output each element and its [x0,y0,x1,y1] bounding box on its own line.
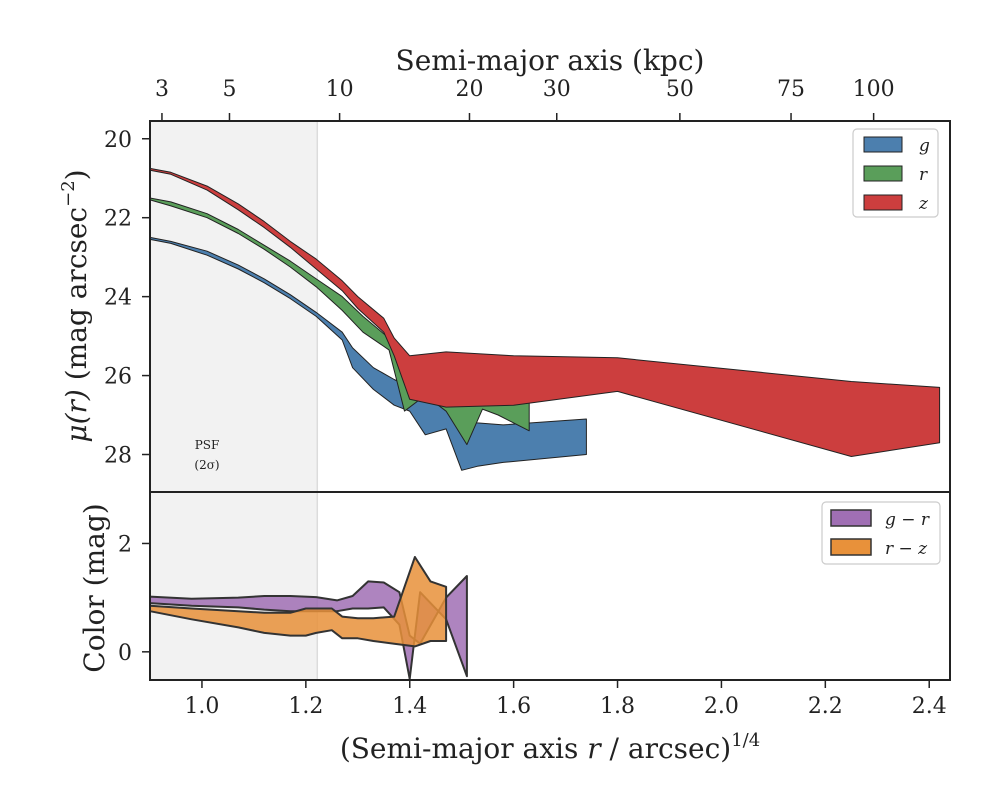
bottom-axis-ticks: 1.0 1.2 1.4 1.6 1.8 2.0 2.2 2.4 [184,680,947,719]
top-tick-label: 5 [222,77,236,102]
x-tick-label: 1.0 [184,694,219,719]
psf-region-bottom [150,492,318,680]
legend-label-r: r [919,165,928,185]
psf-label-line2: (2σ) [194,458,219,472]
legend-swatch-z [863,194,903,211]
top-axis-label: Semi-major axis (kpc) [396,44,705,77]
x-tick-label: 2.0 [704,694,739,719]
bottom-axis-label-main: (Semi-major axis [340,732,587,765]
legend-label-g-r: g − r [885,510,930,530]
psf-region-top [150,121,318,492]
legend-label-z: z [918,194,929,214]
band-g [149,236,587,471]
top-panel-legend: g r z [852,128,939,218]
x-tick-label: 1.6 [496,694,531,719]
x-tick-label: 2.2 [808,694,843,719]
y-tick-label: 22 [104,207,132,232]
top-tick-label: 10 [326,77,354,102]
color-band-rz [149,556,448,648]
bottom-axis-label-sup: 1/4 [731,730,760,751]
y-tick-label: 26 [104,365,132,390]
top-panel-y-label-var: μ(r) [60,389,93,442]
top-panel-y-ticks: 20 22 24 26 28 [104,128,150,469]
top-panel-y-label: μ(r) (mag arcsec−2) [58,169,93,442]
legend-swatch-g [863,136,903,153]
psf-label-line1: PSF [195,438,220,452]
x-tick-label: 1.2 [288,694,323,719]
y-tick-label: 20 [104,128,132,153]
top-tick-label: 30 [543,77,571,102]
bottom-axis-label-rest: / arcsec) [601,732,732,765]
color-y-tick-label: 0 [118,641,132,666]
top-panel-y-label-close: ) [60,169,93,180]
y-tick-label: 28 [104,444,132,469]
bottom-panel-y-label: Color (mag) [78,503,111,672]
bottom-panel-frame [149,491,951,681]
color-band-gr [149,575,468,680]
legend-label-g: g [919,136,930,156]
legend-swatch-r-z [830,538,872,556]
x-tick-label: 1.8 [600,694,635,719]
bottom-axis-label: (Semi-major axis r / arcsec)1/4 [340,730,760,765]
top-panel-bands [149,167,941,471]
top-axis-ticks: 3 5 10 20 30 50 75 100 [155,77,895,121]
bottom-panel-y-ticks: 02 [118,532,150,666]
top-tick-label: 100 [853,77,895,102]
y-tick-label: 24 [104,286,132,311]
legend-label-r-z: r − z [885,539,928,559]
legend-swatch-r [863,165,903,182]
top-panel-y-label-rest: (mag arcsec [60,207,93,389]
top-panel-y-label-sup: −2 [58,180,79,207]
band-z [149,167,941,457]
top-tick-label: 20 [455,77,483,102]
top-tick-label: 50 [666,77,694,102]
bottom-panel-bands [149,556,468,680]
color-y-tick-label: 2 [118,532,132,557]
x-tick-label: 2.4 [912,694,947,719]
legend-swatch-g-r [830,509,872,527]
x-tick-label: 1.4 [392,694,427,719]
top-tick-label: 3 [155,77,169,102]
bottom-axis-label-var: r [587,732,602,765]
bottom-panel-legend: g − r r − z [821,501,941,565]
top-tick-label: 75 [777,77,805,102]
